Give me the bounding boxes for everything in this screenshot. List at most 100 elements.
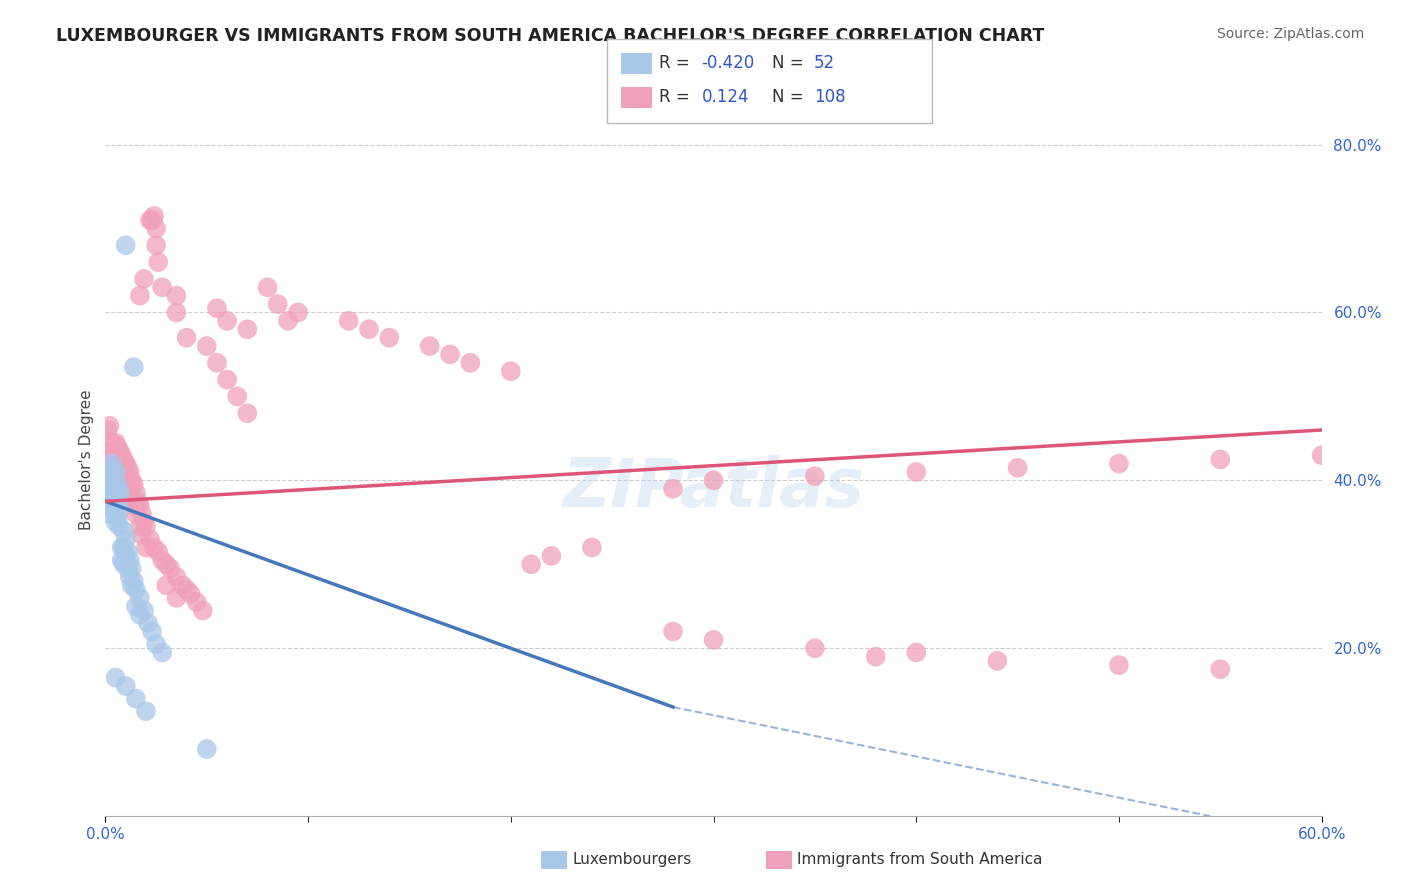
- Point: [108, 486, 131, 500]
- Point: [111, 553, 134, 567]
- Point: [114, 549, 136, 563]
- Point: [107, 494, 129, 508]
- Point: [96, 423, 118, 437]
- Point: [98, 460, 121, 475]
- Point: [112, 524, 135, 538]
- Point: [905, 645, 928, 659]
- Point: [121, 494, 143, 508]
- Point: [118, 553, 141, 567]
- Point: [104, 474, 127, 488]
- Point: [132, 272, 155, 286]
- Point: [98, 507, 121, 521]
- Point: [111, 465, 134, 479]
- Point: [205, 301, 228, 316]
- Point: [104, 499, 127, 513]
- Point: [141, 624, 163, 639]
- Point: [165, 591, 187, 605]
- Point: [107, 511, 129, 525]
- Point: [108, 460, 131, 475]
- Point: [419, 339, 441, 353]
- Point: [121, 561, 143, 575]
- Text: 108: 108: [814, 88, 845, 106]
- Point: [132, 603, 155, 617]
- Text: -0.420: -0.420: [702, 54, 755, 72]
- Point: [118, 486, 141, 500]
- Point: [205, 356, 228, 370]
- Point: [217, 314, 239, 328]
- Point: [143, 209, 166, 223]
- Point: [96, 482, 118, 496]
- Point: [114, 490, 136, 504]
- Point: [114, 679, 136, 693]
- Point: [236, 322, 259, 336]
- Point: [100, 435, 122, 450]
- Point: [139, 532, 162, 546]
- Point: [108, 444, 131, 458]
- Point: [98, 477, 121, 491]
- Point: [122, 499, 145, 513]
- Point: [141, 213, 163, 227]
- Point: [217, 373, 239, 387]
- Point: [96, 457, 118, 471]
- Point: [125, 486, 148, 500]
- Point: [114, 457, 136, 471]
- Point: [135, 704, 157, 718]
- Text: R =: R =: [659, 54, 690, 72]
- Point: [136, 616, 159, 631]
- Point: [107, 477, 129, 491]
- Point: [439, 347, 461, 361]
- Point: [125, 582, 148, 597]
- Point: [103, 477, 125, 491]
- Point: [256, 280, 278, 294]
- Point: [103, 460, 125, 475]
- Point: [267, 297, 290, 311]
- Point: [159, 561, 181, 575]
- Point: [114, 238, 136, 252]
- Point: [98, 444, 121, 458]
- Point: [702, 632, 725, 647]
- Text: N =: N =: [772, 88, 803, 106]
- Point: [129, 499, 152, 513]
- Point: [108, 502, 131, 516]
- Point: [191, 603, 214, 617]
- Point: [125, 599, 148, 614]
- Point: [100, 474, 122, 488]
- Point: [180, 587, 202, 601]
- Point: [132, 516, 155, 530]
- Point: [98, 477, 121, 491]
- Text: Source: ZipAtlas.com: Source: ZipAtlas.com: [1216, 27, 1364, 41]
- Point: [107, 440, 129, 454]
- Point: [165, 570, 187, 584]
- Point: [804, 641, 827, 656]
- Point: [155, 578, 177, 592]
- Point: [139, 213, 162, 227]
- Point: [131, 528, 153, 542]
- Point: [98, 418, 121, 433]
- Point: [98, 460, 121, 475]
- Point: [129, 591, 152, 605]
- Point: [236, 406, 259, 420]
- Point: [499, 364, 522, 378]
- Point: [129, 288, 152, 302]
- Point: [104, 465, 127, 479]
- Point: [111, 448, 134, 462]
- Point: [108, 519, 131, 533]
- Point: [172, 578, 194, 592]
- Point: [129, 519, 152, 533]
- Point: [112, 452, 135, 467]
- Point: [357, 322, 380, 336]
- Point: [165, 305, 187, 319]
- Point: [96, 469, 118, 483]
- Point: [804, 469, 827, 483]
- Point: [112, 541, 135, 555]
- Point: [111, 541, 134, 555]
- Point: [118, 570, 141, 584]
- Point: [146, 255, 169, 269]
- Point: [122, 574, 145, 588]
- Point: [118, 465, 141, 479]
- Point: [107, 474, 129, 488]
- Point: [100, 469, 122, 483]
- Point: [117, 460, 139, 475]
- Point: [905, 465, 928, 479]
- Point: [125, 691, 148, 706]
